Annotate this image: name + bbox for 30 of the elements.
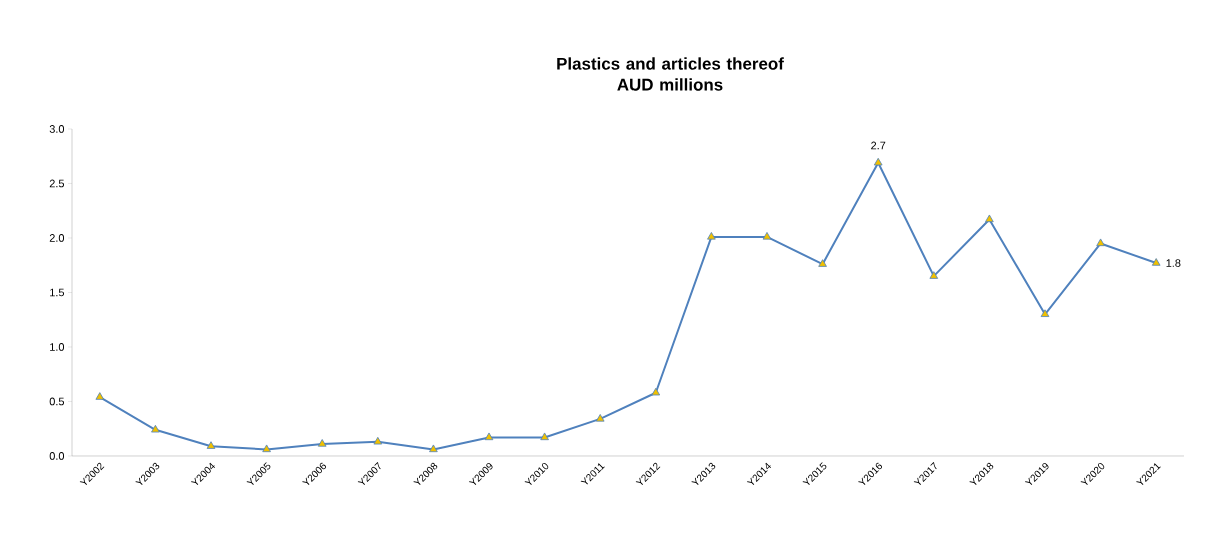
point [95,392,105,400]
data-label: 2.7 [871,141,886,150]
point [317,439,327,447]
point [540,432,549,441]
y-tick-label: 3.0 [49,125,65,133]
point [929,271,939,279]
point [762,232,772,240]
y-tick-label: 2.0 [49,234,65,242]
point [873,157,883,166]
point [1096,238,1105,247]
y-tick-label: 1.0 [50,343,65,351]
y-tick-label: 1.5 [50,288,65,297]
chart-title: Plastics and articles thereof AUD millions [557,57,784,91]
y-tick-label: 2.5 [49,179,65,188]
point [484,432,494,441]
y-tick-label: 0.0 [49,452,65,460]
point [429,444,438,453]
data-label: 1.8 [1166,259,1181,267]
point [818,259,827,267]
point [373,436,383,445]
point [151,424,160,433]
point [206,441,216,449]
point [707,232,716,240]
point [651,387,661,396]
point [1040,309,1050,317]
point [595,414,605,422]
point [1151,258,1161,266]
point [262,444,271,453]
y-tick-label: 0.5 [49,397,65,406]
point [985,214,994,223]
